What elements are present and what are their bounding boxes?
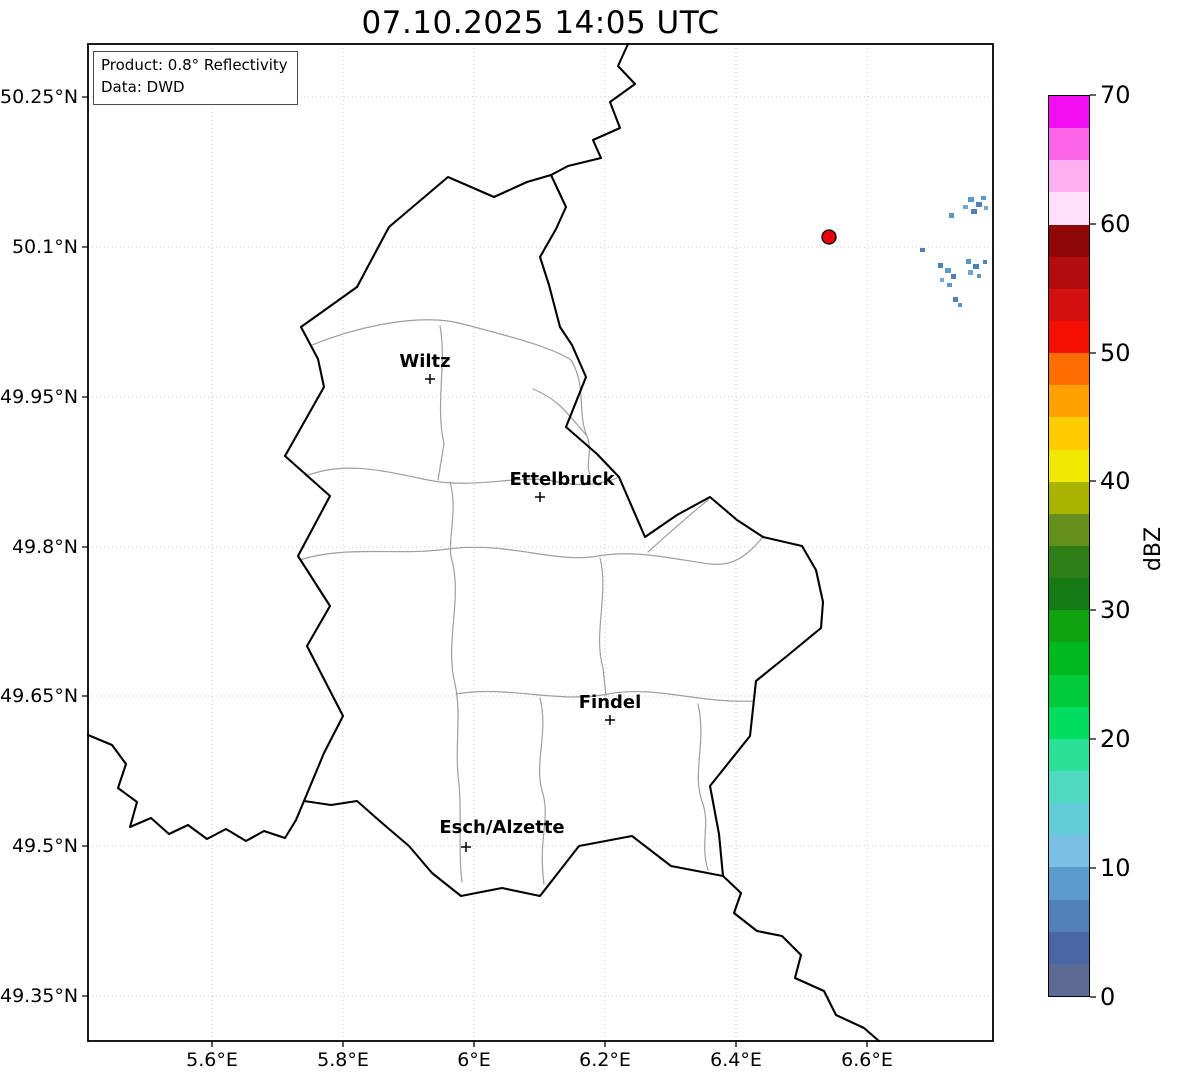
radar-echo bbox=[968, 270, 973, 275]
axis-tick-marks bbox=[82, 96, 868, 1047]
info-product-line: Product: 0.8° Reflectivity bbox=[101, 56, 288, 74]
gridlines bbox=[88, 44, 993, 1041]
radar-echo bbox=[977, 274, 981, 278]
figure-title: 07.10.2025 14:05 UTC bbox=[361, 5, 720, 41]
lat-tick-label: 50.25°N bbox=[0, 86, 79, 108]
radar-echo bbox=[968, 197, 974, 202]
canton-border-lines bbox=[299, 319, 764, 885]
radar-echo bbox=[966, 259, 971, 264]
radar-echo bbox=[973, 264, 979, 269]
colorbar-band bbox=[1049, 449, 1089, 482]
luxembourg-outline bbox=[283, 173, 825, 898]
colorbar-tick-label: 20 bbox=[1100, 725, 1131, 753]
lat-tick-label: 49.5°N bbox=[11, 835, 78, 857]
colorbar-band bbox=[1049, 96, 1089, 129]
colorbar-band bbox=[1049, 320, 1089, 354]
colorbar-band bbox=[1049, 610, 1089, 643]
city-label-wiltz: Wiltz bbox=[399, 351, 451, 372]
belgium-germany-border bbox=[549, 42, 637, 177]
radar-echo bbox=[984, 206, 988, 210]
radar-echo bbox=[981, 196, 986, 200]
city-label-ettelbruck: Ettelbruck bbox=[509, 469, 615, 490]
colorbar-tick-label: 70 bbox=[1100, 81, 1131, 109]
radar-echo bbox=[940, 278, 944, 282]
colorbar-band bbox=[1049, 160, 1089, 193]
colorbar-band bbox=[1049, 385, 1089, 418]
radar-echo bbox=[976, 202, 982, 207]
radar-site-marker bbox=[821, 229, 837, 245]
colorbar-tick-marks bbox=[1090, 94, 1096, 998]
radar-echo bbox=[945, 268, 951, 273]
colorbar-band bbox=[1049, 835, 1089, 868]
colorbar-band bbox=[1049, 931, 1089, 964]
radar-echo bbox=[963, 205, 968, 209]
colorbar-band bbox=[1049, 256, 1089, 289]
colorbar-tick-label: 0 bbox=[1100, 983, 1116, 1011]
colorbar-band bbox=[1049, 128, 1089, 161]
colorbar-band bbox=[1049, 192, 1089, 225]
colorbar-gradient bbox=[1049, 96, 1089, 996]
lat-tick-label: 49.95°N bbox=[0, 386, 79, 408]
lat-tick-label: 50.1°N bbox=[11, 236, 78, 258]
radar-echo bbox=[920, 248, 925, 252]
colorbar bbox=[1048, 95, 1090, 997]
info-box: Product: 0.8° Reflectivity Data: DWD bbox=[93, 51, 298, 105]
colorbar-band bbox=[1049, 899, 1089, 932]
france-belgium-border bbox=[86, 733, 306, 843]
colorbar-band bbox=[1049, 706, 1089, 739]
colorbar-unit-label: dBZ bbox=[1141, 526, 1166, 572]
colorbar-band bbox=[1049, 770, 1089, 804]
radar-echo bbox=[947, 283, 952, 287]
lon-tick-label: 5.8°E bbox=[317, 1049, 369, 1071]
colorbar-band bbox=[1049, 353, 1089, 386]
lon-tick-label: 6.6°E bbox=[841, 1049, 893, 1071]
lon-tick-label: 6.4°E bbox=[710, 1049, 762, 1071]
lon-tick-label: 5.6°E bbox=[186, 1049, 238, 1071]
colorbar-band bbox=[1049, 803, 1089, 836]
city-label-findel: Findel bbox=[578, 692, 642, 713]
radar-echo bbox=[983, 260, 987, 264]
colorbar-band bbox=[1049, 417, 1089, 450]
colorbar-band bbox=[1049, 642, 1089, 675]
city-markers bbox=[425, 374, 615, 852]
lon-tick-label: 6°E bbox=[457, 1049, 491, 1071]
country-borders bbox=[86, 42, 881, 1043]
colorbar-tick-label: 60 bbox=[1100, 210, 1131, 238]
colorbar-tick-label: 50 bbox=[1100, 339, 1131, 367]
colorbar-band bbox=[1049, 867, 1089, 900]
lat-tick-label: 49.65°N bbox=[0, 685, 79, 707]
radar-echo bbox=[938, 263, 943, 268]
colorbar-tick-label: 30 bbox=[1100, 596, 1131, 624]
radar-echo bbox=[951, 274, 956, 279]
info-source-line: Data: DWD bbox=[101, 77, 185, 96]
colorbar-band bbox=[1049, 288, 1089, 321]
city-label-esch: Esch/Alzette bbox=[439, 817, 565, 838]
colorbar-tick-label: 10 bbox=[1100, 854, 1131, 882]
colorbar-band bbox=[1049, 513, 1089, 546]
lon-tick-label: 6.2°E bbox=[579, 1049, 631, 1071]
colorbar-band bbox=[1049, 224, 1089, 257]
radar-echo bbox=[958, 303, 962, 307]
colorbar-band bbox=[1049, 578, 1089, 611]
radar-echo bbox=[949, 213, 954, 218]
colorbar-band bbox=[1049, 963, 1089, 996]
radar-echo bbox=[953, 297, 958, 302]
colorbar-band bbox=[1049, 738, 1089, 771]
radar-echo bbox=[971, 209, 977, 214]
plot-border bbox=[87, 43, 994, 1042]
colorbar-band bbox=[1049, 674, 1089, 707]
colorbar-band bbox=[1049, 481, 1089, 514]
colorbar-band bbox=[1049, 545, 1089, 579]
canton-borders bbox=[299, 319, 764, 885]
lat-tick-label: 49.35°N bbox=[0, 985, 79, 1007]
colorbar-tick-label: 40 bbox=[1100, 467, 1131, 495]
radar-echo-layer bbox=[920, 196, 988, 307]
lat-tick-label: 49.8°N bbox=[11, 536, 78, 558]
france-germany-border bbox=[721, 874, 881, 1043]
